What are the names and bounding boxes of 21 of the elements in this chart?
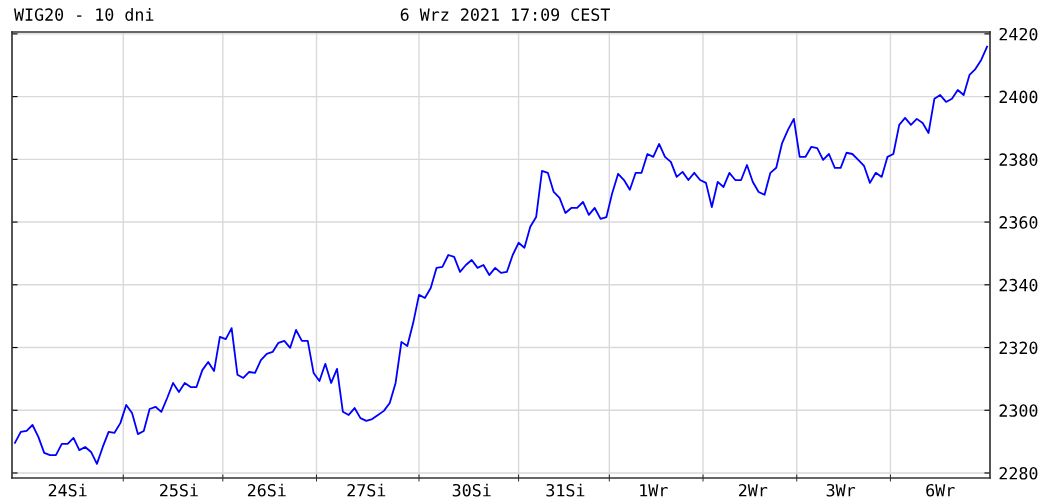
y-tick-label: 2420 xyxy=(999,27,1038,41)
y-tick-label: 2380 xyxy=(999,153,1038,166)
x-tick-label: 6Wr xyxy=(926,483,955,497)
y-tick-label: 2320 xyxy=(999,341,1038,355)
x-tick-label: 30Si xyxy=(452,483,491,497)
y-tick-label: 2340 xyxy=(999,278,1038,292)
y-tick-label: 2280 xyxy=(999,466,1038,480)
chart-title: WIG20 - 10 dni xyxy=(14,7,154,21)
y-tick-label: 2300 xyxy=(999,404,1038,417)
x-tick-label: 26Si xyxy=(247,483,286,497)
x-tick-label: 24Si xyxy=(48,483,87,497)
x-tick-label: 2Wr xyxy=(739,483,768,497)
x-tick-label: 31Si xyxy=(546,483,585,497)
line-series xyxy=(14,45,988,465)
x-tick-label: 25Si xyxy=(160,483,198,497)
x-tick-label: 1Wr xyxy=(640,484,668,497)
x-tick-label: 27Si xyxy=(347,483,386,497)
y-tick-label: 2400 xyxy=(999,90,1038,104)
x-tick-label: 3Wr xyxy=(826,483,856,497)
chart-subtitle: 6 Wrz 2021 17:09 CEST xyxy=(400,8,610,21)
y-tick-label: 2360 xyxy=(999,216,1038,229)
